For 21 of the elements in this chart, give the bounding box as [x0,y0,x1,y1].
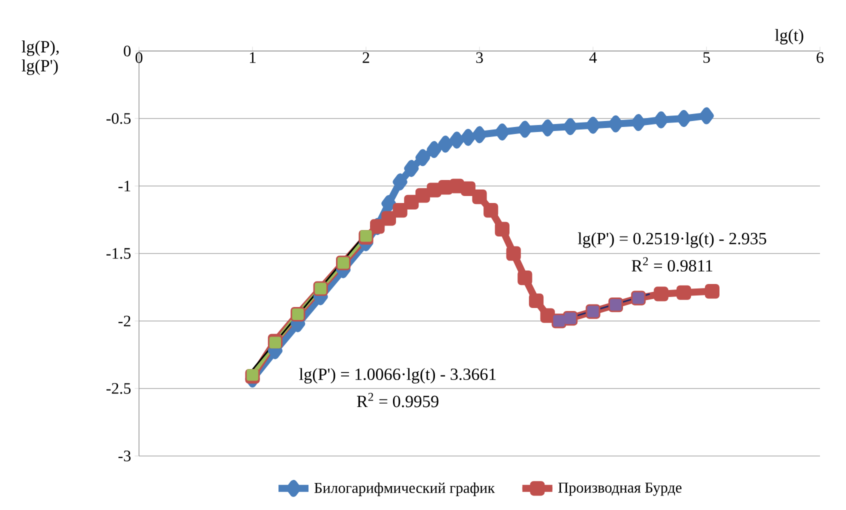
annotation: lg(P') = 1.0066·lg(t) - 3.3661 [299,368,496,384]
x-axis-title: lg(t) [775,28,804,44]
y-tick-label: -0.5 [106,113,131,124]
y-tick-label: -2 [118,316,130,326]
x-tick-label: 5 [703,52,710,63]
annotation: lg(P') = 0.2519·lg(t) - 2.935 [578,232,766,248]
y-axis-title: lg(P), lg(P') [22,40,59,75]
legend-label: Производная Бурде [558,482,682,496]
x-tick-label: 2 [362,52,370,63]
y-tick-label: -1 [118,180,130,192]
annotation: R$^{2}$ = 0.9811 [632,257,712,272]
legend-label: Билогарифмический график [314,482,495,496]
y-tick-label: -3 [118,450,131,462]
y-tick-label: -1.5 [106,248,131,259]
y-tick-label: -2.5 [106,383,131,394]
x-tick-label: 3 [476,52,483,64]
x-tick-label: 4 [589,52,597,63]
annotation: R$^{2}$ = 0.9959 [356,392,438,408]
x-tick-label: 6 [816,52,824,64]
x-tick-label: 1 [250,52,256,63]
x-tick-label: 0 [136,52,142,64]
